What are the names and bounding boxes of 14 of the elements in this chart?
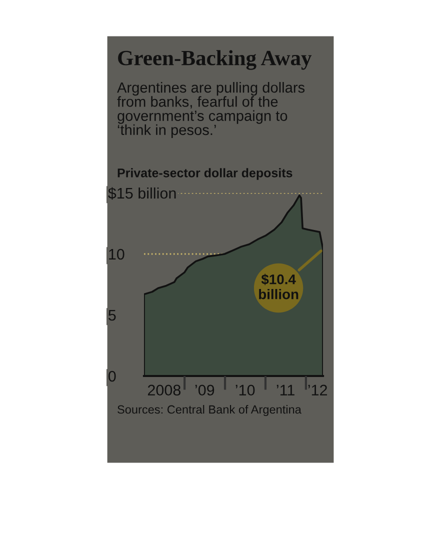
y-tick-label: 5 <box>108 310 116 321</box>
x-tick-label: ’12 <box>308 384 327 396</box>
x-tick-label: ’10 <box>236 384 255 396</box>
annotation: $10.4 billion <box>259 274 298 300</box>
source-note: Sources: Central Bank of Argentina <box>118 405 302 416</box>
x-tick-label: ’11 <box>276 384 294 396</box>
x-tick-label: 2008 <box>148 384 181 396</box>
chart-title: Green-Backing Away <box>118 50 312 70</box>
y-tick-label: 0 <box>108 370 116 382</box>
y-tick-label: 10 <box>109 248 124 260</box>
x-tick-label: ’09 <box>195 384 214 396</box>
y-axis-title: Private-sector dollar deposits <box>118 168 292 180</box>
chart-subtitle: Argentines are pulling dollars from banks, fearful of the government’s campaign to ‘think in pesos.’ <box>117 82 305 138</box>
y-tick-label: $15 billion <box>108 187 176 200</box>
